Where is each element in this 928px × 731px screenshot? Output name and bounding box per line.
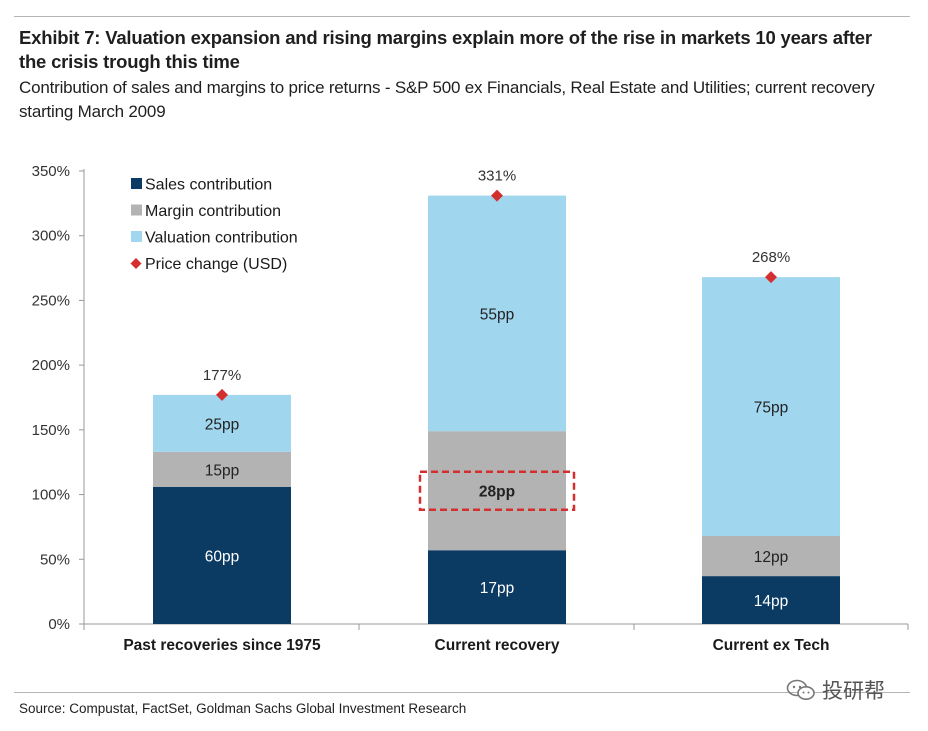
bar-segment-sales	[428, 550, 566, 624]
price-change-label: 268%	[752, 249, 790, 266]
y-tick-label: 250%	[32, 292, 70, 309]
price-change-marker	[216, 388, 228, 401]
y-tick-label: 350%	[32, 163, 70, 180]
top-rule	[14, 16, 910, 17]
price-change-marker	[491, 189, 503, 202]
legend-label: Margin contribution	[145, 203, 281, 220]
watermark-text: 投研帮	[822, 679, 885, 703]
bar-segment-label: 60pp	[205, 548, 239, 565]
legend-label: Sales contribution	[145, 177, 272, 194]
source-note: Source: Compustat, FactSet, Goldman Sach…	[19, 701, 467, 716]
y-tick-label: 200%	[32, 357, 70, 374]
legend-swatch-valuation	[131, 231, 142, 242]
y-tick-label: 150%	[32, 422, 70, 439]
bar-segment-label: 17pp	[480, 580, 514, 597]
bar-segment-margin	[153, 451, 291, 487]
legend-label: Valuation contribution	[145, 230, 298, 247]
price-change-label: 177%	[203, 367, 241, 384]
watermark: 投研帮	[786, 675, 885, 705]
legend-label: Price change (USD)	[145, 256, 287, 273]
y-tick-label: 50%	[40, 551, 70, 568]
y-tick-label: 0%	[48, 616, 70, 633]
x-category-label: Current recovery	[435, 637, 560, 654]
price-change-label: 331%	[478, 168, 516, 185]
y-tick-label: 300%	[32, 228, 70, 245]
bar-segment-label: 14pp	[754, 593, 788, 610]
bar-segment-label: 12pp	[754, 549, 788, 566]
legend-swatch-margin	[131, 204, 142, 216]
bar-segment-sales	[702, 576, 840, 624]
bottom-rule	[14, 692, 910, 693]
bar-segment-valuation	[428, 195, 566, 432]
chart-title: Exhibit 7: Valuation expansion and risin…	[19, 27, 872, 72]
bar-segment-label: 28pp	[479, 484, 515, 501]
bar-segment-valuation	[153, 394, 291, 452]
bar-segment-label: 15pp	[205, 462, 239, 479]
price-change-marker	[765, 271, 777, 284]
bar-segment-valuation	[702, 277, 840, 536]
bar-segment-label: 75pp	[754, 400, 788, 417]
highlight-box	[418, 470, 576, 511]
bar-segment-label: 55pp	[480, 306, 514, 323]
bar-segment-margin	[428, 431, 566, 551]
bar-segment-label: 25pp	[205, 416, 239, 433]
wechat-icon	[786, 679, 815, 700]
legend-swatch-price	[130, 258, 142, 269]
bar-segment-margin	[702, 535, 840, 577]
x-category-label: Current ex Tech	[713, 637, 830, 654]
chart-subtitle: Contribution of sales and margins to pri…	[19, 78, 875, 121]
legend-swatch-sales	[131, 178, 142, 189]
x-category-label: Past recoveries since 1975	[123, 637, 321, 654]
y-tick-label: 100%	[32, 487, 70, 504]
bar-segment-sales	[153, 486, 291, 624]
stacked-bar-chart: 0% 50% 100% 150% 200% 250% 300% 350% 60pp 15pp 25p…	[32, 163, 909, 654]
